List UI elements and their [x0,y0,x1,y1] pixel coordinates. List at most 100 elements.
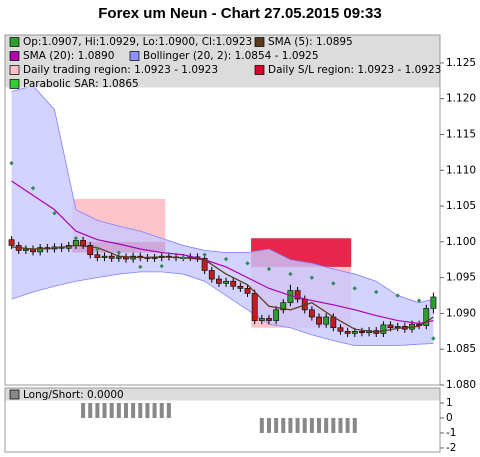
y-tick-label: 1.080 [446,379,476,391]
candle-body [22,248,29,251]
legend-swatch [129,51,140,61]
plot-layer [8,85,437,433]
long-short-bar [309,417,314,433]
candle-body [208,270,215,280]
legend-swatch [9,389,20,400]
sar-dot [30,185,36,191]
sar-dot [159,263,164,269]
sar-dot [223,256,229,262]
candle-body [380,324,387,334]
indicator-legend-background [5,388,440,401]
y-tick-label: 1.090 [446,307,476,319]
sar-dot [416,298,422,303]
candle-body [101,255,108,258]
long-short-bar [345,417,350,433]
sar-dot [202,252,207,257]
candle-body [344,331,351,334]
y-tick-label: 1.100 [446,236,476,248]
candle-body [294,290,301,300]
y-tick-label: 1.125 [446,57,476,69]
candle-body [251,293,258,321]
sar-dot [288,271,293,277]
indicator-label: Long/Short: 0.0000 [23,389,124,401]
candle-body [201,258,208,271]
long-short-bar [166,402,171,418]
long-short-bar [281,417,286,433]
legend-label: Op:1.0907, Hi:1.0929, Lo:1.0900, Cl:1.09… [23,36,252,48]
candle-body [94,254,101,258]
sar-dot [395,293,400,298]
y-tick-label: 1.110 [446,164,476,176]
candle-body [308,309,315,318]
y-tick-label: 1.115 [446,128,476,140]
sar-dot [309,275,315,280]
moving-average [11,180,434,325]
legend-label: SMA (5): 1.0895 [268,36,353,48]
candle-body [316,316,322,325]
candle-body [237,285,244,289]
sar-dot [180,255,186,260]
y-tick-label: 0 [446,412,453,424]
long-short-bar [116,402,121,418]
candle-body [266,318,272,321]
candle-body [423,308,430,326]
sar-dot [52,211,57,216]
legend-swatch [254,65,265,75]
candle-body [337,327,344,332]
long-short-bar [288,417,293,433]
legend-label: Parabolic SAR: 1.0865 [23,78,139,90]
candle-body [8,239,15,246]
candle-body [216,278,222,284]
legend-label: Daily S/L region: 1.0923 - 1.0923 [268,64,441,76]
sar-dot [245,261,250,266]
y-tick-label: -1 [446,427,456,439]
long-short-bar [274,417,279,433]
y-tick-label: -2 [446,442,456,454]
long-short-bar [88,402,93,418]
sar-dot [116,250,122,255]
bollinger-band-fill [11,85,434,346]
candle-body [323,316,330,325]
candle-body [223,280,229,284]
long-short-bar [266,417,271,433]
candle-body [244,288,251,294]
legend-label: SMA (20): 1.0890 [23,50,114,62]
candle-body [87,245,94,256]
long-short-bar [138,402,143,418]
sar-dot [374,289,379,295]
long-short-bar [324,417,329,433]
candle-body [351,331,358,334]
overlay-layer: 1.080 1.085 1.090 1.095 1.100 1.105 1.110 1.115… [9,36,476,454]
candle-body [359,331,365,334]
sar-dot [352,286,357,291]
bollinger-upper [11,85,434,304]
long-short-bar [123,402,128,418]
candle-body [287,290,294,303]
y-tick-label: 1.085 [446,343,476,355]
candle-body [273,309,280,321]
legend-swatch [9,65,20,75]
candle-body [387,324,394,329]
long-short-bar [259,417,264,433]
long-short-bar [102,402,107,418]
long-short-bar [295,417,300,433]
sar-dot [266,266,272,272]
legend-swatch [254,37,265,47]
long-short-bar [302,417,307,433]
long-short-bar [338,417,343,433]
legend-label: Daily trading region: 1.0923 - 1.0923 [23,64,218,76]
legend-swatch [9,37,20,47]
candle-body [430,296,437,309]
moving-average [11,244,434,333]
candle-body [115,256,122,259]
candle-body [73,240,79,246]
candle-body [37,247,44,253]
sar-dot [138,264,143,270]
candle-body [280,302,287,311]
long-short-bar [131,402,136,418]
candle-body [394,326,401,329]
long-short-bar [109,402,114,418]
long-short-bar [317,417,322,433]
